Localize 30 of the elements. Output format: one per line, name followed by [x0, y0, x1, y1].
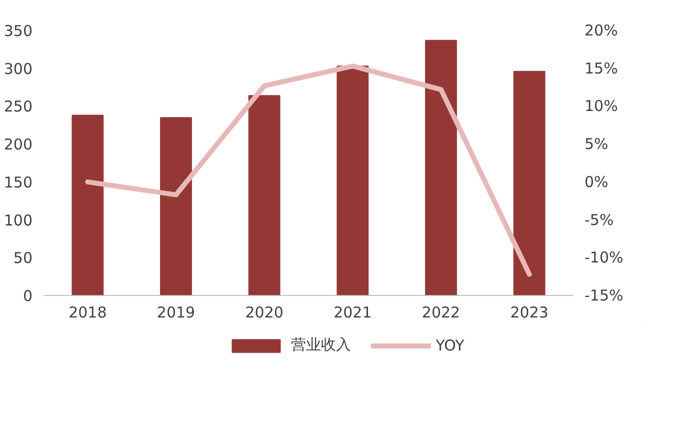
y-tick-label: 200 — [4, 136, 33, 154]
y-tick-label: 150 — [4, 173, 33, 192]
y2-tick-label: 15% — [584, 59, 618, 78]
y2-tick-label: 5% — [584, 135, 608, 154]
x-tick-label: 2019 — [156, 304, 196, 322]
y2-tick-label: -5% — [584, 210, 614, 229]
y2-tick-label: 0% — [584, 172, 608, 191]
bar — [513, 70, 546, 296]
bar — [248, 95, 280, 296]
y-tick-label: 250 — [4, 98, 33, 116]
legend-label: 营业收入 — [290, 336, 351, 354]
bar — [160, 117, 192, 296]
x-tick-label: 2021 — [334, 304, 372, 322]
y-tick-label: 0 — [22, 287, 33, 305]
x-tick-label: 2023 — [510, 304, 548, 322]
y-tick-label: 50 — [13, 249, 33, 268]
y2-tick-label: 10% — [584, 97, 618, 116]
bar — [336, 66, 369, 296]
y-tick-label: 300 — [4, 60, 33, 78]
y2-tick-label: -15% — [584, 286, 624, 304]
bar — [72, 114, 104, 296]
y2-tick-label: -10% — [584, 248, 624, 267]
x-tick-label: 2020 — [245, 304, 284, 322]
y-tick-label: 100 — [4, 211, 33, 230]
legend-label: YOY — [436, 336, 464, 354]
x-tick-label: 2022 — [422, 304, 460, 322]
bar — [425, 40, 457, 296]
x-tick-label: 2018 — [68, 304, 107, 322]
y-tick-label: 350 — [4, 22, 33, 40]
y2-tick-label: 20% — [584, 22, 618, 40]
